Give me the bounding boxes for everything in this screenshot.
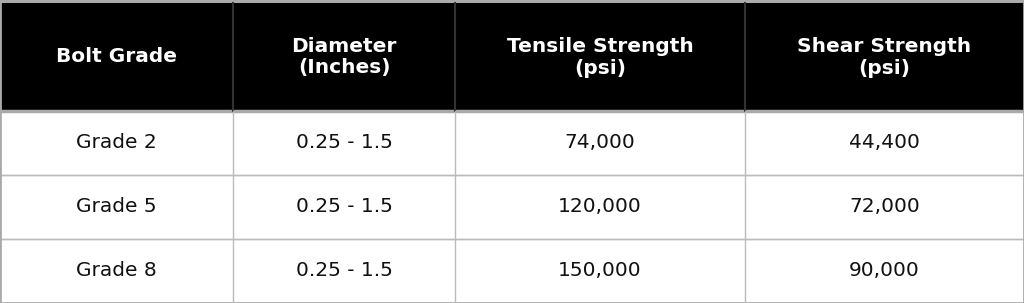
Text: Diameter
(Inches): Diameter (Inches) xyxy=(291,36,396,78)
Bar xyxy=(0,111,1024,175)
Bar xyxy=(0,239,1024,303)
Text: Bolt Grade: Bolt Grade xyxy=(56,48,177,66)
Text: 72,000: 72,000 xyxy=(849,198,920,217)
Bar xyxy=(0,3,1024,111)
Text: 120,000: 120,000 xyxy=(558,198,642,217)
Text: 44,400: 44,400 xyxy=(849,134,920,152)
Text: Grade 8: Grade 8 xyxy=(76,261,157,281)
Text: 74,000: 74,000 xyxy=(564,134,635,152)
Text: 0.25 - 1.5: 0.25 - 1.5 xyxy=(296,134,392,152)
Text: 0.25 - 1.5: 0.25 - 1.5 xyxy=(296,198,392,217)
Bar xyxy=(0,0,1024,3)
Text: Grade 2: Grade 2 xyxy=(76,134,157,152)
Bar xyxy=(0,175,1024,239)
Text: Shear Strength
(psi): Shear Strength (psi) xyxy=(798,36,972,78)
Text: 0.25 - 1.5: 0.25 - 1.5 xyxy=(296,261,392,281)
Text: Grade 5: Grade 5 xyxy=(76,198,157,217)
Text: Tensile Strength
(psi): Tensile Strength (psi) xyxy=(507,36,693,78)
Text: 90,000: 90,000 xyxy=(849,261,920,281)
Text: 150,000: 150,000 xyxy=(558,261,642,281)
